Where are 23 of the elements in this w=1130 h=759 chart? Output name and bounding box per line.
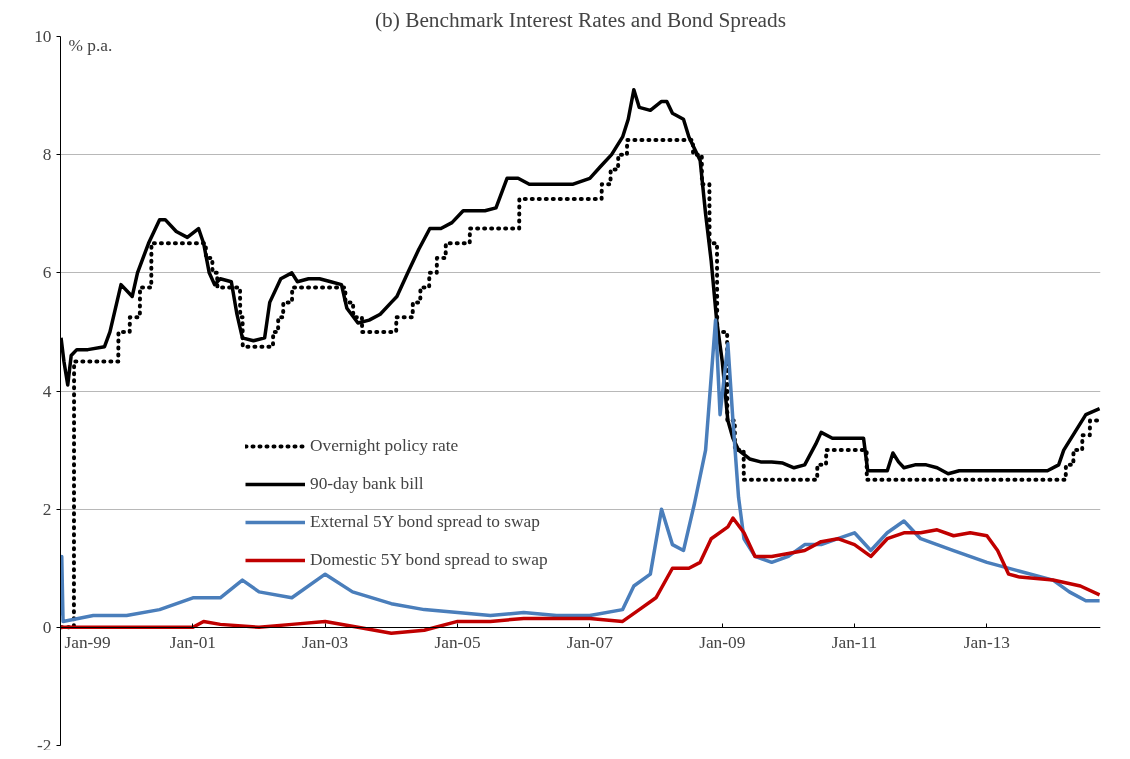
x-tick-label: Jan-99 [64,633,111,653]
y-tick-label: 8 [42,145,52,165]
x-tick-label: Jan-11 [831,633,878,653]
chart-title: (b) Benchmark Interest Rates and Bond Spreads [374,7,787,32]
legend-label: Domestic 5Y bond spread to swap [310,550,548,570]
legend-label: External 5Y bond spread to swap [310,512,540,532]
y-tick-label: 6 [42,263,52,283]
x-tick-label: Jan-01 [169,633,217,653]
x-tick-label: Jan-07 [566,633,614,653]
y-tick-label: 0 [42,617,52,637]
line-series [60,516,1101,635]
y-axis-title: % p.a. [68,35,113,55]
line-series [60,318,1101,624]
legend-label: 90-day bank bill [310,474,424,494]
x-tick-label: Jan-09 [699,633,746,653]
x-tick-label: Jan-05 [434,633,481,653]
legend-label: Overnight policy rate [310,436,459,456]
x-tick-label: Jan-13 [963,633,1011,653]
y-tick-label: 2 [42,499,52,519]
x-tick-label: Jan-03 [302,633,349,653]
y-tick-label: 4 [42,381,52,401]
y-tick-label: 10 [34,27,52,46]
y-tick-label: -2 [37,735,52,755]
